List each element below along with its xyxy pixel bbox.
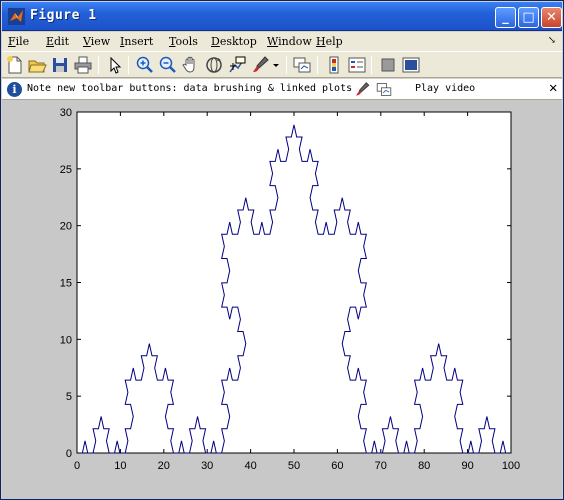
menu-tools[interactable]: Tools [169, 35, 198, 48]
colorbar-icon[interactable] [324, 55, 344, 75]
x-tick-label: 100 [502, 460, 520, 472]
show-plot-tools-icon[interactable] [401, 55, 421, 75]
y-tick-label: 5 [66, 391, 72, 403]
menu-insert[interactable]: Insert [120, 35, 154, 48]
x-tick-label: 30 [201, 460, 213, 472]
zoom-out-icon[interactable] [158, 55, 178, 75]
menu-desktop[interactable]: Desktop [211, 35, 257, 48]
chevron-down-icon[interactable] [271, 55, 281, 75]
brush-icon[interactable] [250, 55, 270, 75]
hide-plot-tools-icon[interactable] [378, 55, 398, 75]
edit-plot-arrow-icon[interactable] [105, 55, 125, 75]
close-info-bar-icon[interactable]: ✕ [549, 80, 558, 96]
axes[interactable]: 0 10 20 30 40 50 60 70 80 90 100 0 5 10 15 20 25 30 [60, 107, 520, 472]
info-message: Note new toolbar buttons: data brushing … [27, 83, 353, 94]
link-plot-icon[interactable] [375, 81, 393, 98]
y-tick-label: 30 [60, 107, 72, 119]
y-tick-label: 15 [60, 278, 72, 290]
menu-view[interactable]: View [83, 35, 111, 48]
zoom-in-icon[interactable] [135, 55, 155, 75]
menu-file[interactable]: File [8, 35, 30, 48]
open-file-icon[interactable] [27, 55, 47, 75]
close-button[interactable]: ✕ [541, 7, 562, 28]
menu-bar: File Edit View Insert Tools Desktop Wind… [2, 32, 562, 51]
y-tick-label: 25 [60, 164, 72, 176]
link-plot-icon[interactable] [292, 55, 312, 75]
plot-area [76, 111, 512, 454]
x-tick-label: 90 [461, 460, 473, 472]
save-icon[interactable] [50, 55, 70, 75]
info-bar: i Note new toolbar buttons: data brushin… [2, 79, 562, 100]
y-tick-label: 10 [60, 334, 72, 346]
plot-svg: 0 10 20 30 40 50 60 70 80 90 100 0 5 10 15 20 25 30 [60, 107, 520, 472]
play-video-link[interactable]: Play video [415, 83, 476, 94]
x-tick-label: 60 [331, 460, 343, 472]
y-tick-label: 20 [60, 221, 72, 233]
x-tick-label: 10 [114, 460, 126, 472]
menu-window[interactable]: Window [267, 35, 312, 48]
title-bar[interactable]: Figure 1 _ □ ✕ [2, 2, 562, 31]
figure-canvas: 0 10 20 30 40 50 60 70 80 90 100 0 5 10 15 20 25 30 [2, 100, 562, 499]
legend-icon[interactable] [347, 55, 367, 75]
toolbar-separator [98, 56, 99, 74]
x-tick-label: 20 [158, 460, 170, 472]
menu-help[interactable]: Help [316, 35, 343, 48]
maximize-button[interactable]: □ [518, 7, 539, 28]
toolbar-separator [317, 56, 318, 74]
toolbar-separator [371, 56, 372, 74]
rotate-3d-icon[interactable] [204, 55, 224, 75]
x-tick-label: 0 [74, 460, 80, 472]
x-tick-label: 50 [288, 460, 300, 472]
figure-toolbar [2, 51, 562, 78]
info-icon: i [7, 82, 22, 97]
menu-edit[interactable]: Edit [46, 35, 70, 48]
dock-arrow-icon[interactable]: ↘ [547, 35, 556, 46]
minimize-button[interactable]: _ [495, 7, 516, 28]
brush-icon[interactable] [353, 81, 371, 98]
window-title: Figure 1 [30, 8, 97, 23]
toolbar-separator [128, 56, 129, 74]
toolbar-separator [286, 56, 287, 74]
matlab-logo-icon [8, 8, 25, 25]
x-tick-label: 80 [418, 460, 430, 472]
new-figure-icon[interactable] [5, 55, 25, 75]
data-cursor-icon[interactable] [227, 55, 247, 75]
print-icon[interactable] [73, 55, 93, 75]
series-line [77, 124, 511, 454]
x-tick-label: 40 [244, 460, 256, 472]
pan-hand-icon[interactable] [181, 55, 201, 75]
y-tick-label: 0 [66, 448, 72, 460]
x-tick-label: 70 [375, 460, 387, 472]
